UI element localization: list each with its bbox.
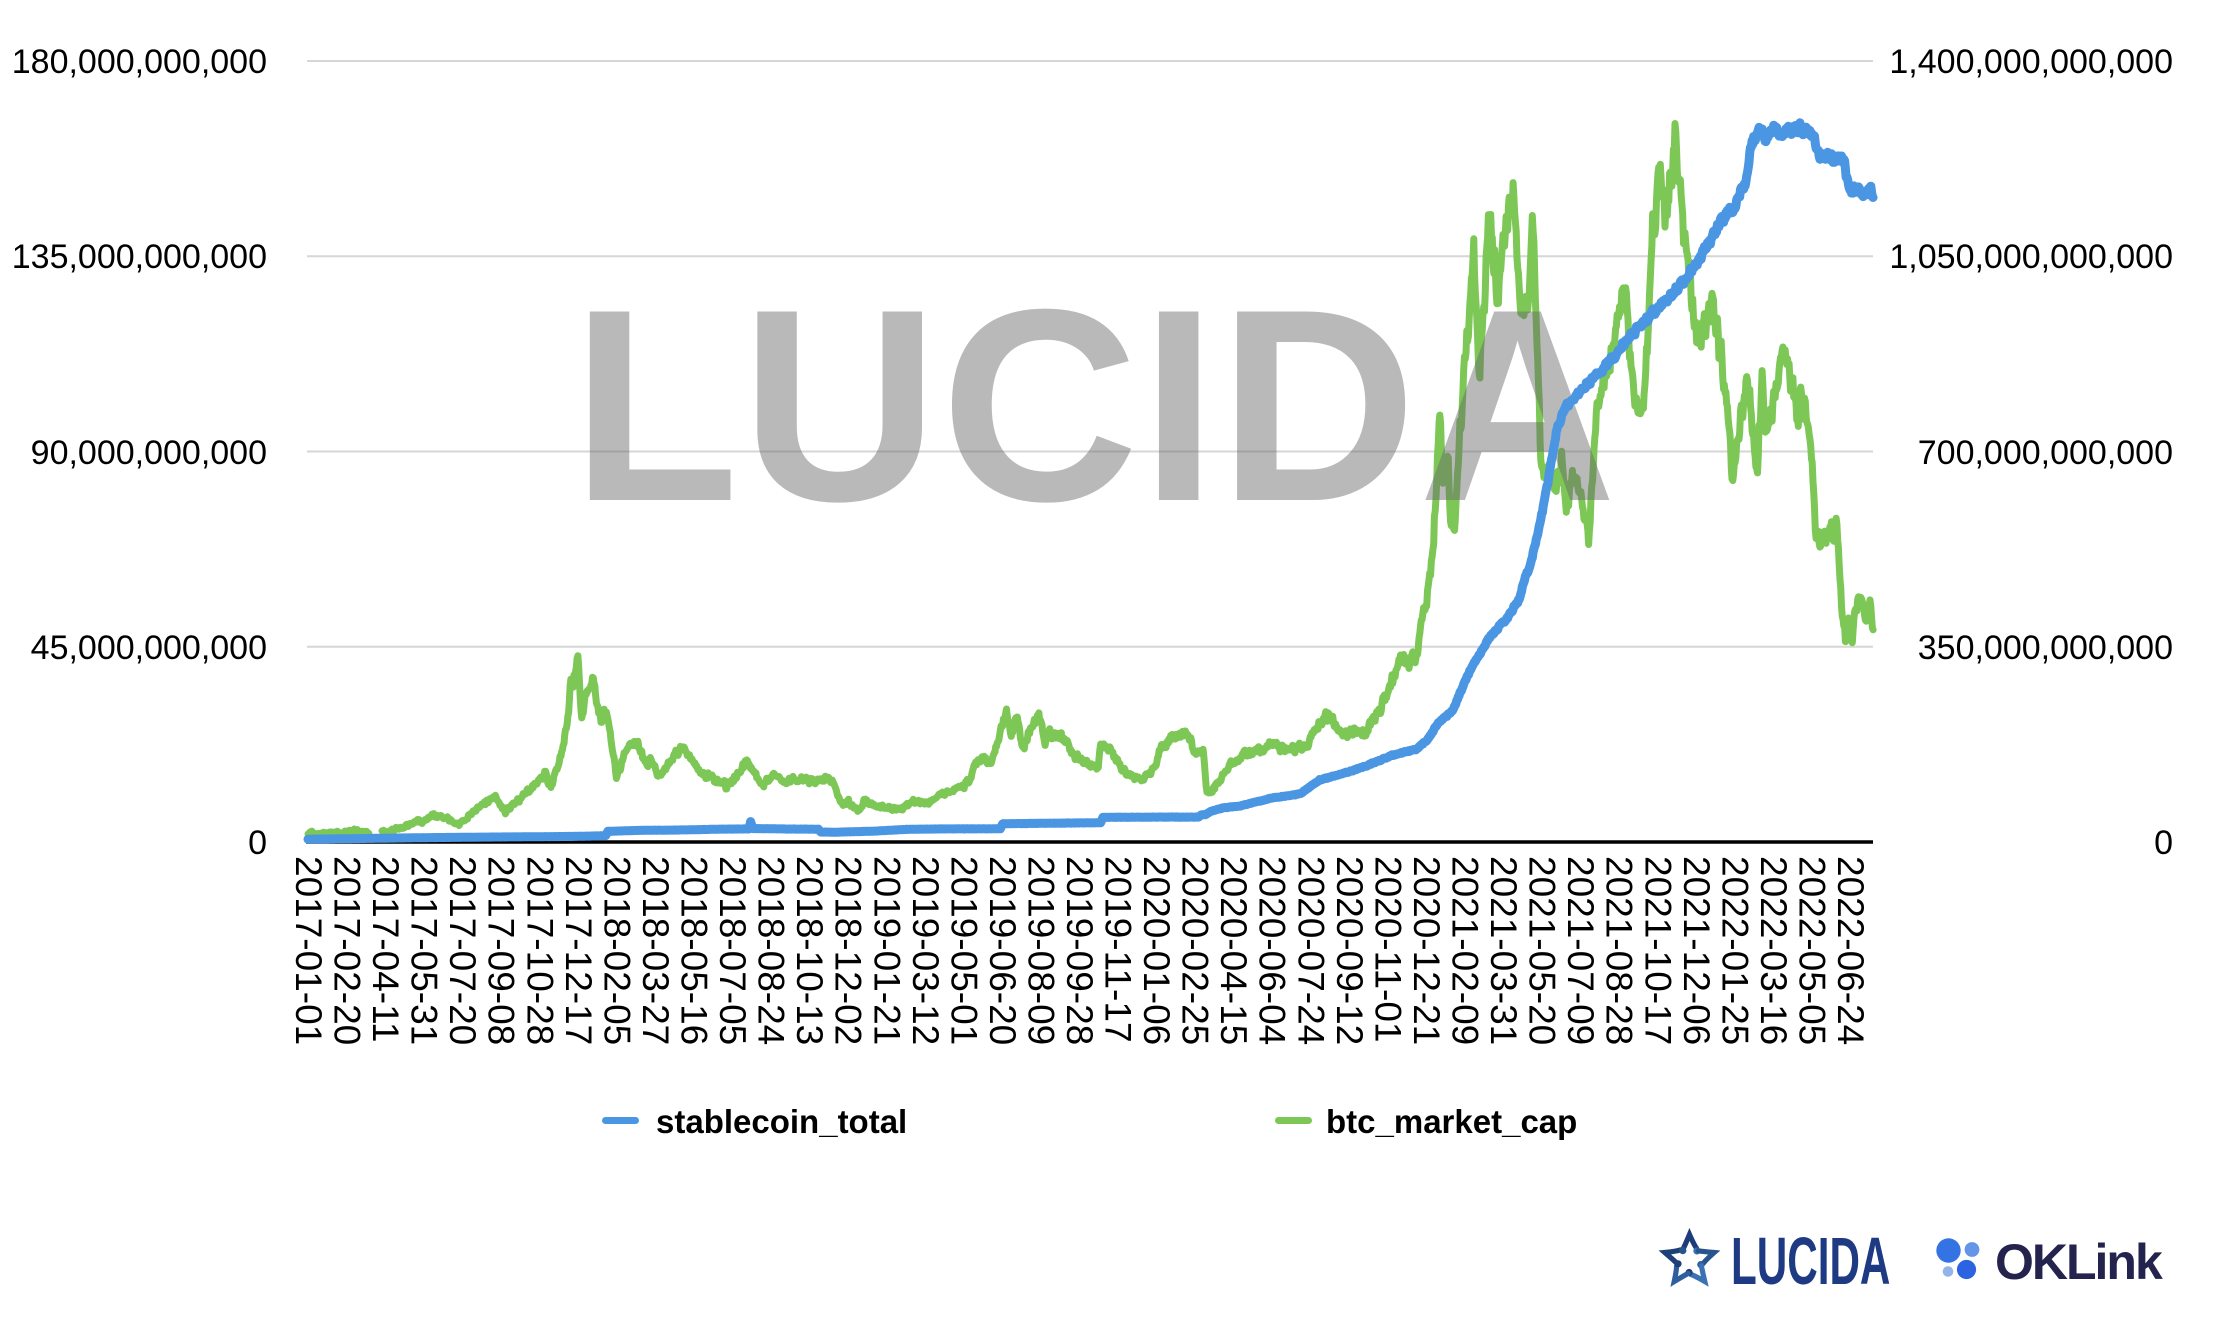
svg-text:350,000,000,000: 350,000,000,000	[1918, 629, 2173, 667]
svg-text:700,000,000,000: 700,000,000,000	[1918, 434, 2173, 472]
svg-text:2022-05-05: 2022-05-05	[1791, 856, 1832, 1045]
svg-text:2020-04-15: 2020-04-15	[1213, 856, 1254, 1045]
svg-text:2017-05-31: 2017-05-31	[404, 856, 445, 1045]
svg-text:90,000,000,000: 90,000,000,000	[31, 434, 267, 472]
svg-text:2018-07-05: 2018-07-05	[712, 856, 753, 1045]
svg-text:2018-08-24: 2018-08-24	[751, 856, 792, 1045]
svg-text:2020-02-25: 2020-02-25	[1175, 856, 1216, 1045]
svg-text:2021-05-20: 2021-05-20	[1522, 856, 1563, 1045]
svg-text:2021-02-09: 2021-02-09	[1445, 856, 1486, 1045]
svg-text:2018-10-13: 2018-10-13	[789, 856, 830, 1045]
svg-text:2019-05-01: 2019-05-01	[943, 856, 984, 1045]
svg-text:2020-07-24: 2020-07-24	[1290, 856, 1331, 1045]
svg-text:2022-03-16: 2022-03-16	[1753, 856, 1794, 1045]
svg-text:2019-06-20: 2019-06-20	[982, 856, 1023, 1045]
svg-text:0: 0	[248, 824, 267, 862]
svg-text:2018-12-02: 2018-12-02	[828, 856, 869, 1045]
svg-text:2021-10-17: 2021-10-17	[1637, 856, 1678, 1045]
svg-text:2019-11-17: 2019-11-17	[1098, 856, 1139, 1043]
svg-text:stablecoin_total: stablecoin_total	[656, 1103, 907, 1140]
svg-text:1,400,000,000,000: 1,400,000,000,000	[1889, 43, 2173, 81]
svg-text:2018-05-16: 2018-05-16	[674, 856, 715, 1045]
svg-text:2020-09-12: 2020-09-12	[1329, 856, 1370, 1045]
svg-text:2018-02-05: 2018-02-05	[596, 856, 637, 1045]
svg-text:btc_market_cap: btc_market_cap	[1326, 1103, 1577, 1140]
svg-text:2020-12-21: 2020-12-21	[1406, 856, 1447, 1045]
svg-text:LUCIDA: LUCIDA	[572, 253, 1619, 559]
svg-text:2022-06-24: 2022-06-24	[1830, 856, 1871, 1045]
svg-text:2019-03-12: 2019-03-12	[905, 856, 946, 1045]
svg-text:2017-04-11: 2017-04-11	[365, 856, 406, 1043]
svg-text:2017-10-28: 2017-10-28	[519, 856, 560, 1045]
svg-text:2019-09-28: 2019-09-28	[1059, 856, 1100, 1045]
svg-text:LUCIDA: LUCIDA	[1731, 1223, 1890, 1298]
svg-text:2022-01-25: 2022-01-25	[1714, 856, 1755, 1045]
svg-text:2021-07-09: 2021-07-09	[1560, 856, 1601, 1045]
svg-text:2020-01-06: 2020-01-06	[1136, 856, 1177, 1045]
svg-text:2017-01-01: 2017-01-01	[288, 856, 329, 1045]
svg-text:2019-08-09: 2019-08-09	[1020, 856, 1061, 1045]
svg-text:2021-12-06: 2021-12-06	[1676, 856, 1717, 1045]
svg-text:2021-03-31: 2021-03-31	[1483, 856, 1524, 1045]
svg-text:2020-06-04: 2020-06-04	[1252, 856, 1293, 1045]
svg-text:135,000,000,000: 135,000,000,000	[12, 238, 267, 276]
svg-text:2018-03-27: 2018-03-27	[635, 856, 676, 1045]
svg-text:2020-11-01: 2020-11-01	[1367, 856, 1408, 1043]
svg-text:1,050,000,000,000: 1,050,000,000,000	[1889, 238, 2173, 276]
svg-text:2017-02-20: 2017-02-20	[327, 856, 368, 1045]
svg-text:180,000,000,000: 180,000,000,000	[12, 43, 267, 81]
svg-text:2021-08-28: 2021-08-28	[1599, 856, 1640, 1045]
svg-text:0: 0	[2154, 824, 2173, 862]
svg-text:2017-09-08: 2017-09-08	[481, 856, 522, 1045]
svg-text:OKLink: OKLink	[1995, 1234, 2163, 1290]
svg-text:2017-07-20: 2017-07-20	[442, 856, 483, 1045]
svg-text:2017-12-17: 2017-12-17	[558, 856, 599, 1045]
svg-text:45,000,000,000: 45,000,000,000	[31, 629, 267, 667]
svg-text:2019-01-21: 2019-01-21	[866, 856, 907, 1045]
